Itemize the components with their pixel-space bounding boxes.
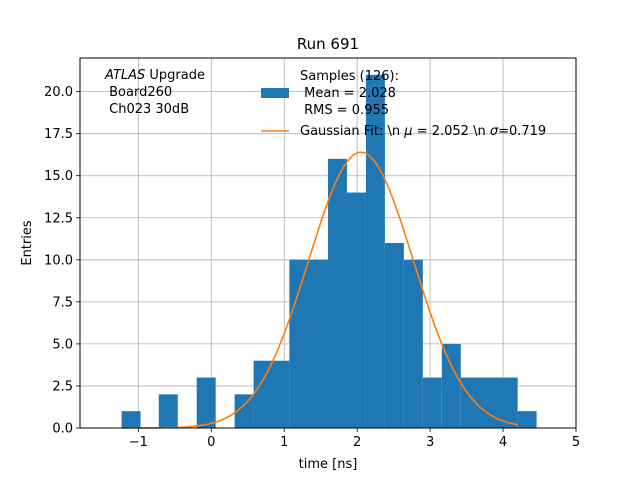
annotation-line-2: Board260 (105, 85, 172, 100)
y-tick-label: 5.0 (52, 337, 73, 352)
y-tick-label: 17.5 (44, 127, 73, 142)
annotation-line-1: ATLAS Upgrade (104, 68, 205, 83)
y-tick-label: 20.0 (44, 85, 73, 100)
legend-hist-line-2: Mean = 2.028 (300, 86, 396, 101)
x-tick-label: 0 (207, 435, 215, 450)
y-tick-label: 12.5 (44, 211, 73, 226)
histogram-bar (365, 74, 385, 429)
y-axis-label: Entries (20, 220, 35, 266)
fit-curve (121, 151, 518, 429)
histogram-bar (196, 377, 216, 428)
chart-title: Run 691 (297, 35, 359, 53)
histogram-bar (158, 394, 178, 428)
x-axis-label: time [ns] (299, 457, 358, 472)
y-tick-label: 7.5 (52, 295, 73, 310)
histogram-bar (460, 377, 518, 428)
histogram-bar (346, 192, 366, 428)
x-tick-label: 2 (353, 435, 361, 450)
x-tick-label: 5 (572, 435, 580, 450)
y-tick-label: 2.5 (52, 379, 73, 394)
histogram-bar (289, 259, 328, 428)
legend-hist-line-3: RMS = 0.955 (300, 103, 389, 118)
histogram-bar (384, 243, 404, 428)
histogram-bar (253, 360, 290, 428)
x-axis-ticks: −1 0 1 2 3 4 5 (129, 428, 580, 450)
histogram-bar (328, 158, 347, 428)
legend-sigma-symbol: σ (490, 124, 499, 139)
histogram-bar (422, 377, 442, 428)
legend-hist-line-1: Samples (126): (300, 69, 399, 84)
y-tick-label: 10.0 (44, 253, 73, 268)
histogram-bar (517, 411, 537, 428)
histogram-bar (121, 411, 141, 428)
plot-frame (79, 57, 577, 429)
legend-mu-symbol: μ (403, 124, 412, 139)
histogram-bars (121, 74, 537, 429)
gaussian-fit (121, 151, 518, 429)
histogram-bar (441, 343, 461, 428)
histogram-bar (234, 394, 254, 428)
legend: Samples (126): Mean = 2.028 RMS = 0.955 … (261, 69, 546, 139)
y-tick-label: 15.0 (44, 169, 73, 184)
histogram-bar (403, 259, 423, 428)
annotation-line-3: Ch023 30dB (105, 102, 189, 117)
annotation-atlas: ATLAS (104, 68, 145, 83)
x-tick-label: 4 (499, 435, 507, 450)
y-axis-ticks: 0.0 2.5 5.0 7.5 10.0 12.5 15.0 17.5 20.0 (44, 85, 80, 437)
y-tick-label: 0.0 (52, 422, 73, 437)
atlas-annotation: ATLAS Upgrade Board260 Ch023 30dB (104, 68, 205, 117)
x-tick-label: −1 (129, 435, 148, 450)
x-tick-label: 1 (280, 435, 288, 450)
legend-hist-swatch (261, 88, 289, 98)
annotation-upgrade: Upgrade (145, 68, 205, 83)
x-tick-label: 3 (426, 435, 434, 450)
legend-fit-label: Gaussian Fit: \n μ = 2.052 \n σ=0.719 (300, 124, 546, 139)
